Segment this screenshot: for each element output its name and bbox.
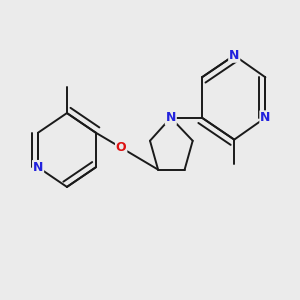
Text: N: N [166,111,176,124]
Text: N: N [229,49,239,62]
Text: N: N [260,111,271,124]
Text: N: N [33,161,43,174]
Text: O: O [116,141,127,154]
